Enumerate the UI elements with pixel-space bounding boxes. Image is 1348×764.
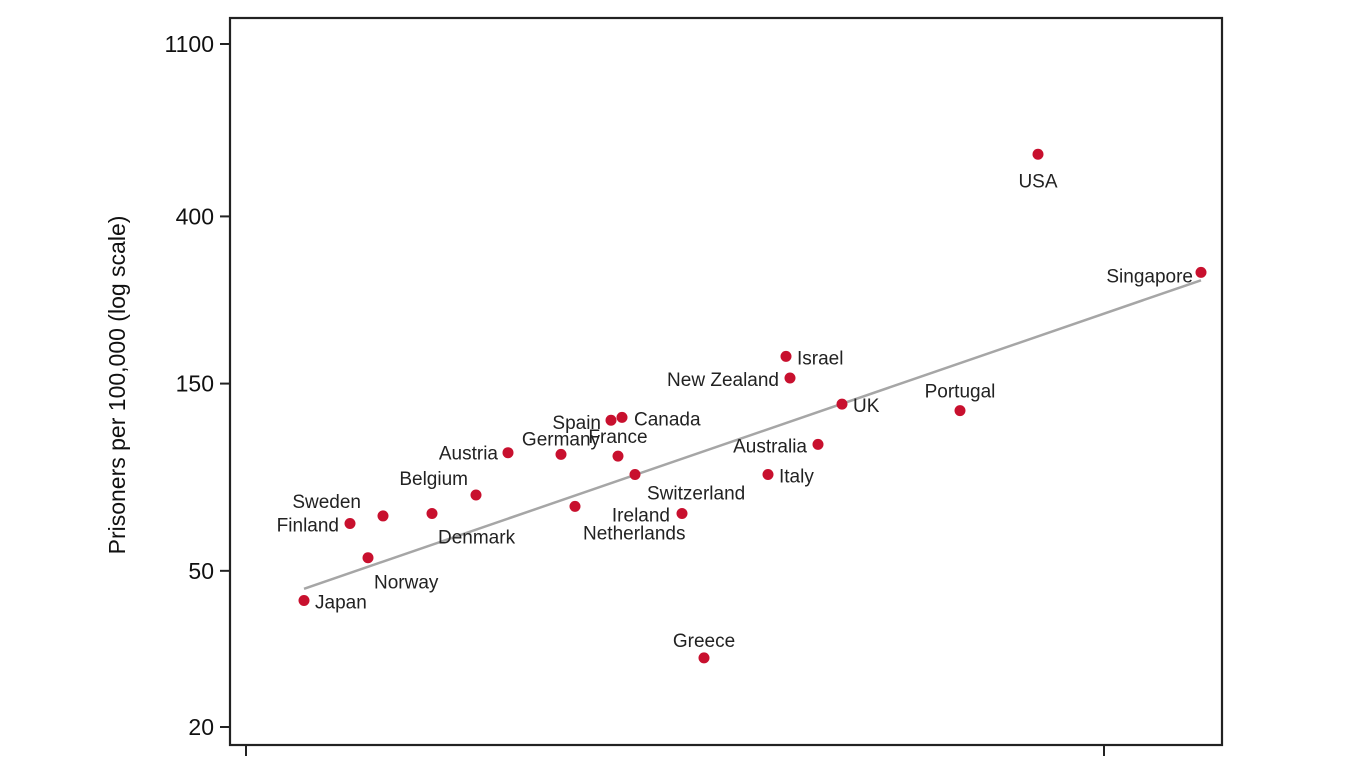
data-point [555, 448, 567, 460]
data-point [470, 489, 482, 501]
point-label: Belgium [399, 469, 468, 490]
data-point [780, 350, 792, 362]
data-point [812, 438, 824, 450]
point-label: Switzerland [647, 483, 745, 504]
y-axis-title: Prisoners per 100,000 (log scale) [104, 216, 130, 555]
y-tick-label: 20 [188, 714, 214, 740]
point-label: Spain [552, 413, 601, 434]
point-label: USA [1018, 171, 1057, 192]
point-label: Greece [673, 631, 735, 652]
point-label: Sweden [292, 492, 361, 513]
point-label: Portugal [925, 382, 996, 403]
data-point [298, 595, 310, 607]
point-label: Italy [779, 466, 814, 487]
point-label: Norway [374, 573, 439, 594]
x-axis [245, 745, 1105, 756]
y-axis: 20 50 150 400 1100 [165, 31, 230, 740]
data-point [344, 518, 356, 530]
point-label: Australia [733, 436, 807, 457]
data-point [502, 447, 514, 459]
point-label: France [588, 427, 647, 448]
point-label: New Zealand [667, 370, 779, 391]
data-points [298, 148, 1207, 664]
data-point [1032, 148, 1044, 160]
trend-line [303, 279, 1202, 590]
data-point [698, 652, 710, 664]
y-tick-label: 50 [188, 558, 214, 584]
point-label: Netherlands [583, 523, 685, 544]
point-label: Singapore [1106, 266, 1193, 287]
data-point [836, 398, 848, 410]
data-point [762, 468, 774, 480]
data-point [605, 414, 617, 426]
point-label: Canada [634, 409, 701, 430]
point-label: UK [853, 396, 880, 417]
data-point [612, 450, 624, 462]
point-label: Israel [797, 348, 843, 369]
data-point [616, 411, 628, 423]
point-label: Ireland [612, 505, 670, 526]
plot-frame [228, 16, 1224, 747]
data-point [569, 500, 581, 512]
point-label: Austria [439, 444, 499, 465]
point-labels: USA Singapore Israel New Zealand Portugal UK A… [277, 171, 1193, 652]
data-point [784, 372, 796, 384]
trend-line-layer [303, 279, 1202, 590]
data-point [676, 507, 688, 519]
point-label: Denmark [438, 527, 516, 548]
data-point [426, 507, 438, 519]
data-point [377, 510, 389, 522]
point-label: Japan [315, 593, 367, 614]
data-point [629, 468, 641, 480]
data-point [1195, 266, 1207, 278]
data-point [362, 552, 374, 564]
y-tick-label: 1100 [165, 31, 214, 57]
y-tick-label: 400 [176, 203, 214, 229]
point-label: Germany [522, 429, 601, 450]
data-point [954, 405, 966, 417]
point-label: Finland [277, 516, 339, 537]
plot-border [228, 16, 1224, 747]
y-tick-label: 150 [176, 371, 214, 397]
